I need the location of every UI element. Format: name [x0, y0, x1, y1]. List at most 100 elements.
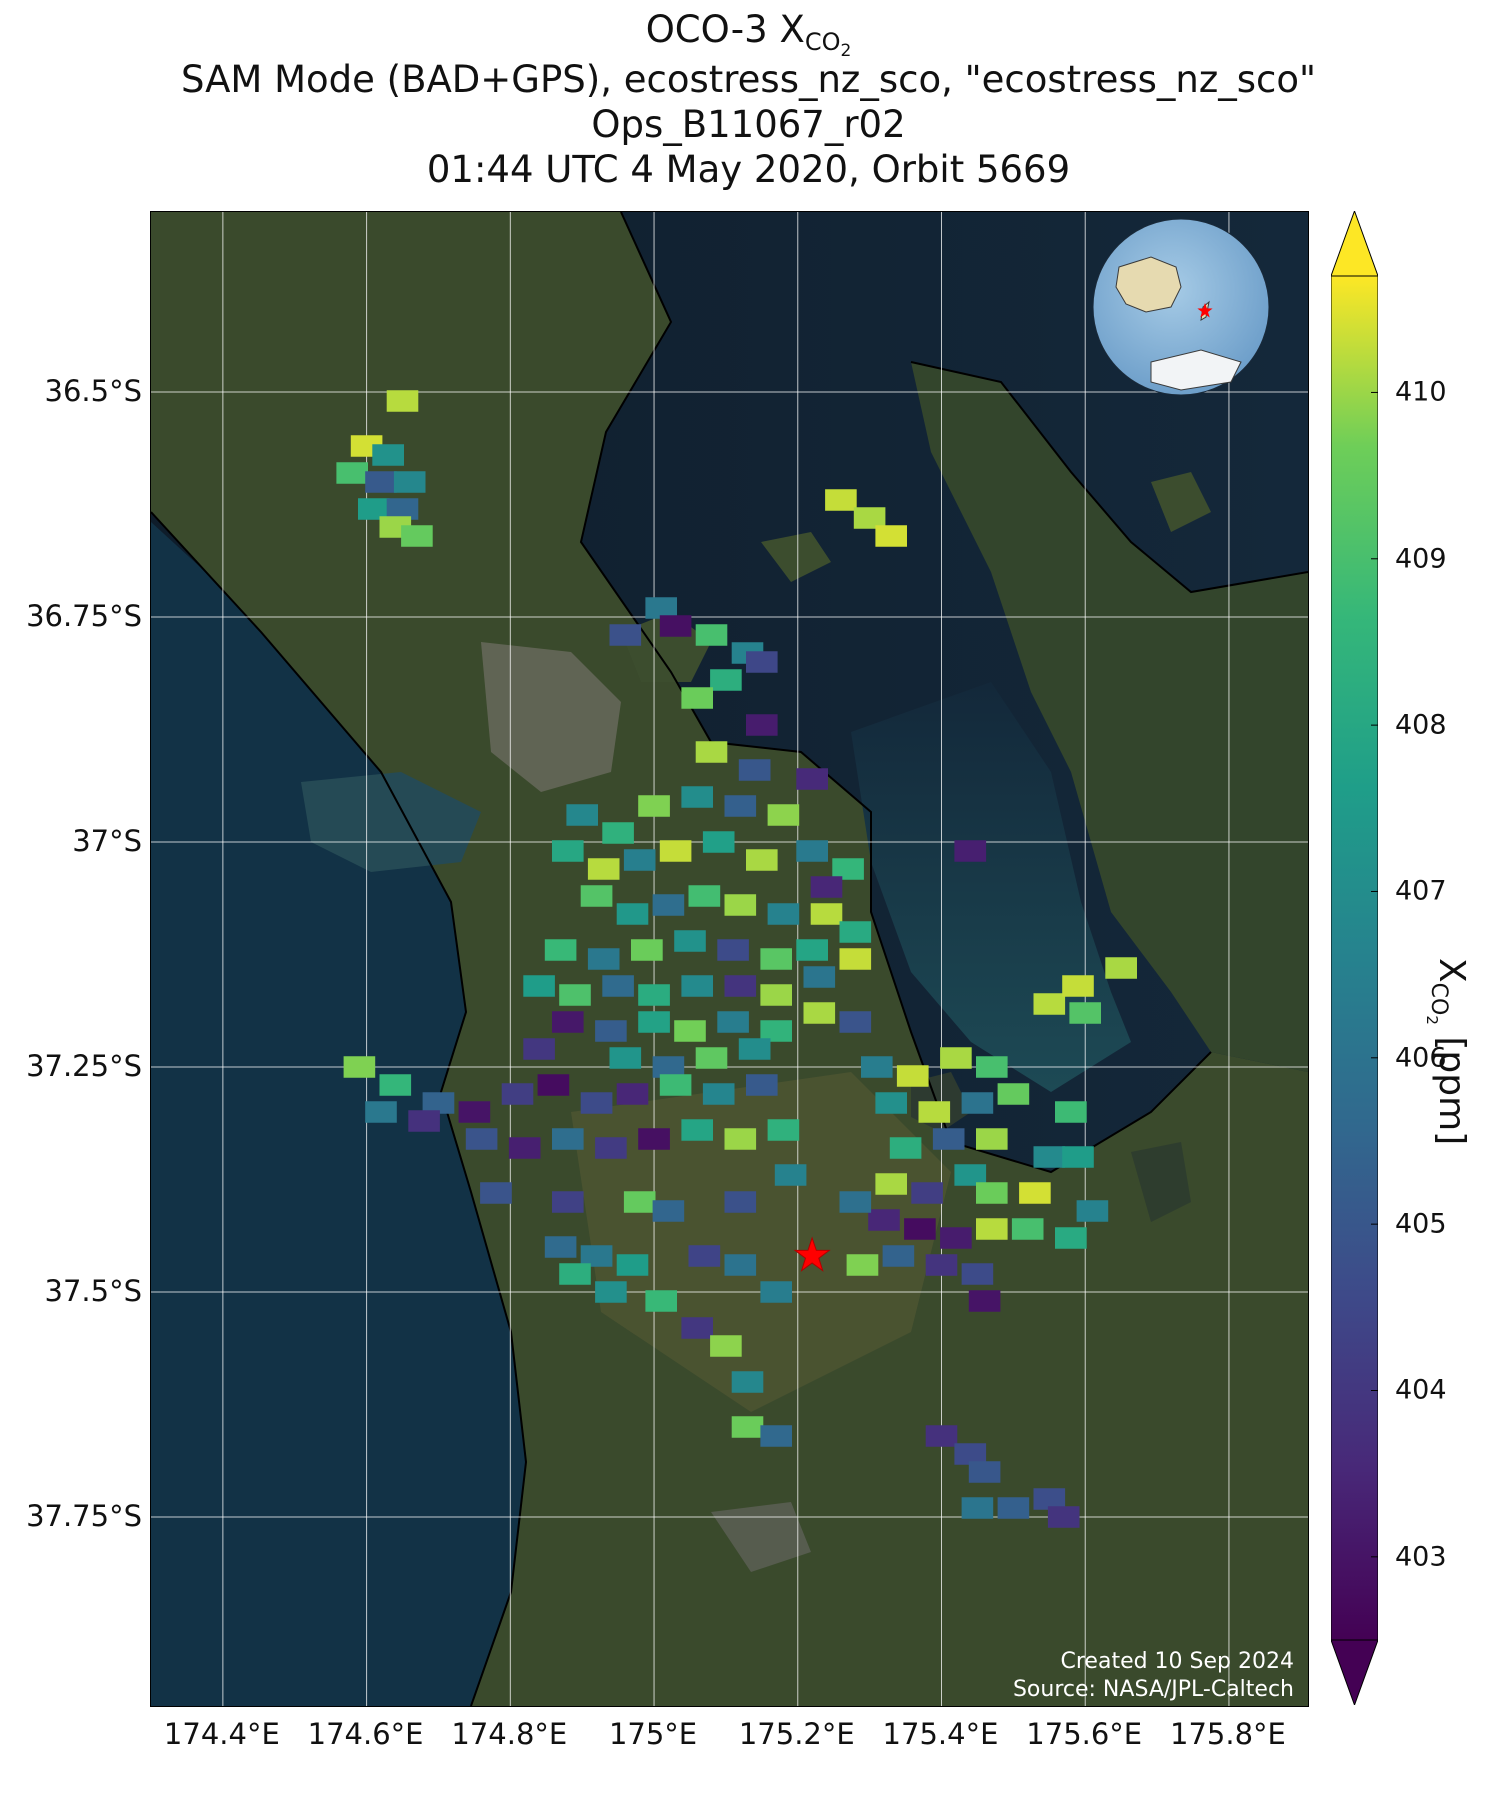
xco2-footprint — [976, 1128, 1008, 1150]
globe-australia — [1115, 256, 1182, 313]
xco2-footprint — [458, 1101, 491, 1123]
xco2-footprint — [889, 1137, 922, 1159]
xco2-footprint — [961, 1263, 994, 1285]
xco2-footprint — [746, 714, 778, 736]
xco2-footprint — [997, 1083, 1030, 1105]
xco2-footprint — [559, 984, 591, 1006]
xco2-footprint — [580, 1245, 613, 1267]
lowland-plain — [571, 1072, 951, 1412]
xco2-footprint — [365, 471, 397, 493]
xco2-footprint — [609, 624, 642, 646]
xco2-footprint — [702, 1083, 735, 1105]
inset-globe — [1092, 218, 1270, 396]
xco2-footprint — [997, 1497, 1030, 1519]
colorbar-tick-label: 403 — [1395, 1541, 1447, 1573]
lon-tick-label: 175.4°E — [882, 1717, 999, 1751]
colorbar-title: XCO2 [ppm] — [1423, 958, 1472, 1145]
xco2-footprint — [710, 669, 742, 691]
xco2-footprint — [1105, 957, 1137, 979]
lat-tick-label: 36.5°S — [44, 374, 142, 408]
wetland-patch — [1131, 1142, 1191, 1222]
xco2-footprint — [386, 498, 419, 520]
xco2-footprint — [796, 768, 828, 790]
xco2-footprint — [839, 921, 872, 943]
xco2-footprint — [595, 1137, 627, 1159]
xco2-footprint — [803, 1002, 836, 1024]
xco2-footprint — [681, 1119, 713, 1141]
xco2-footprint — [954, 1164, 987, 1186]
xco2-footprint — [652, 894, 685, 916]
xco2-footprint — [896, 1065, 929, 1087]
xco2-footprint — [724, 795, 757, 817]
xco2-footprint — [796, 939, 828, 961]
xco2-footprint — [365, 1101, 397, 1123]
xco2-footprint — [738, 759, 771, 781]
xco2-footprint — [616, 1083, 649, 1105]
map-panel[interactable]: Created 10 Sep 2024 Source: NASA/JPL-Cal… — [150, 211, 1309, 1707]
xco2-footprint — [796, 840, 828, 862]
xco2-footprint — [480, 1182, 512, 1204]
xco2-footprint — [465, 1128, 498, 1150]
xco2-footprint — [645, 1290, 677, 1312]
xco2-footprint — [580, 885, 613, 907]
land-coromandel — [911, 362, 1308, 1072]
xco2-footprint — [846, 1254, 879, 1276]
xco2-footprint — [688, 1245, 721, 1267]
figure-title-line2: SAM Mode (BAD+GPS), ecostress_nz_sco, "e… — [180, 58, 1317, 101]
xco2-footprint — [602, 822, 634, 844]
xco2-footprint — [911, 1182, 943, 1204]
xco2-footprint — [746, 1074, 778, 1096]
xco2-footprint — [839, 1011, 872, 1033]
xco2-footprint — [652, 1056, 685, 1078]
colorbar-tick-label: 404 — [1395, 1374, 1447, 1406]
xco2-footprint — [631, 939, 663, 961]
xco2-footprint — [674, 930, 706, 952]
xco2-footprint — [595, 1020, 627, 1042]
lat-tick-label: 36.75°S — [26, 599, 142, 633]
xco2-footprint — [724, 1191, 757, 1213]
figure-title-line1: OCO-3 XCO2 — [645, 8, 852, 62]
xco2-footprint — [976, 1218, 1008, 1240]
xco2-footprint — [638, 1128, 670, 1150]
xco2-footprint — [976, 1182, 1008, 1204]
xco2-footprint — [595, 1281, 627, 1303]
xco2-footprint — [961, 1092, 994, 1114]
xco2-footprint — [1055, 1227, 1087, 1249]
xco2-footprint — [623, 849, 656, 871]
xco2-footprint — [544, 939, 577, 961]
xco2-footprint — [343, 1056, 376, 1078]
xco2-footprint — [1011, 1218, 1044, 1240]
xco2-footprint — [559, 1263, 591, 1285]
xco2-footprint — [954, 840, 987, 862]
xco2-footprint — [760, 1425, 792, 1447]
xco2-footprint — [638, 1011, 670, 1033]
lon-tick-label: 174.8°E — [451, 1717, 568, 1751]
xco2-footprint — [638, 984, 670, 1006]
xco2-footprint — [587, 948, 620, 970]
xco2-footprint — [616, 903, 649, 925]
colorbar-tick-label: 408 — [1395, 709, 1447, 741]
xco2-footprint — [1062, 975, 1094, 997]
xco2-footprint — [544, 1236, 577, 1258]
xco2-footprint — [925, 1254, 958, 1276]
figure-title-line3: Ops_B11067_r02 — [591, 103, 906, 146]
xco2-footprint — [1062, 1146, 1094, 1168]
xco2-footprints — [336, 390, 1137, 1528]
xco2-footprint — [976, 1056, 1008, 1078]
xco2-footprint — [566, 804, 598, 826]
lon-tick-label: 174.4°E — [163, 1717, 280, 1751]
xco2-footprint — [508, 1137, 541, 1159]
xco2-footprint — [875, 525, 907, 547]
xco2-footprint — [587, 858, 620, 880]
xco2-footprint — [379, 1074, 412, 1096]
colorbar-bottom-extend — [1331, 1639, 1378, 1705]
xco2-footprint — [336, 462, 368, 484]
xco2-footprint — [717, 1011, 749, 1033]
xco2-footprint — [810, 876, 843, 898]
xco2-footprint — [401, 525, 433, 547]
xco2-footprint — [853, 507, 886, 529]
xco2-footprint — [674, 1020, 706, 1042]
xco2-footprint — [875, 1173, 907, 1195]
lat-tick-label: 37.75°S — [26, 1499, 142, 1533]
xco2-footprint — [954, 1443, 987, 1465]
